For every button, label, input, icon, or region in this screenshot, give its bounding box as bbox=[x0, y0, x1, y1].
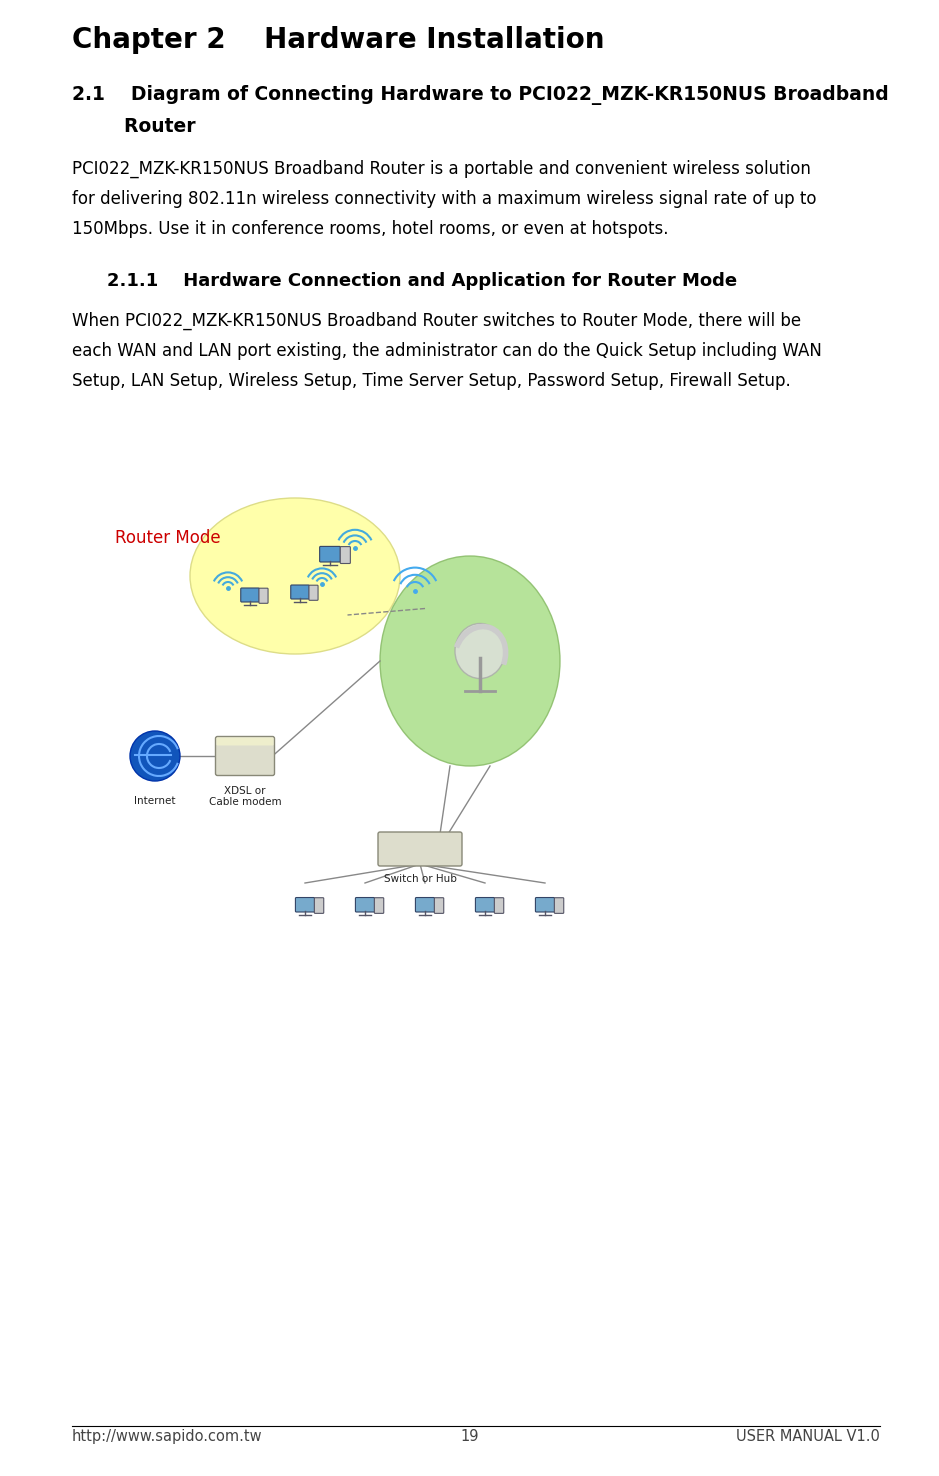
FancyBboxPatch shape bbox=[319, 546, 340, 562]
FancyBboxPatch shape bbox=[475, 897, 495, 912]
FancyBboxPatch shape bbox=[309, 584, 318, 601]
FancyBboxPatch shape bbox=[378, 832, 462, 866]
Text: 2.1.1    Hardware Connection and Application for Router Mode: 2.1.1 Hardware Connection and Applicatio… bbox=[107, 272, 737, 289]
Circle shape bbox=[130, 731, 180, 781]
Ellipse shape bbox=[455, 623, 505, 679]
FancyBboxPatch shape bbox=[535, 897, 555, 912]
Ellipse shape bbox=[190, 497, 400, 654]
Text: Router Mode: Router Mode bbox=[115, 528, 221, 548]
Text: Chapter 2    Hardware Installation: Chapter 2 Hardware Installation bbox=[72, 27, 605, 55]
FancyBboxPatch shape bbox=[494, 897, 503, 914]
Text: XDSL or
Cable modem: XDSL or Cable modem bbox=[208, 785, 282, 807]
FancyBboxPatch shape bbox=[315, 897, 324, 914]
FancyBboxPatch shape bbox=[435, 897, 444, 914]
Text: for delivering 802.11n wireless connectivity with a maximum wireless signal rate: for delivering 802.11n wireless connecti… bbox=[72, 190, 817, 208]
FancyBboxPatch shape bbox=[215, 737, 274, 775]
Text: Internet: Internet bbox=[134, 796, 176, 806]
FancyBboxPatch shape bbox=[375, 897, 384, 914]
FancyBboxPatch shape bbox=[291, 584, 309, 599]
Text: When PCI022_MZK-KR150NUS Broadband Router switches to Router Mode, there will be: When PCI022_MZK-KR150NUS Broadband Route… bbox=[72, 311, 801, 331]
Text: 19: 19 bbox=[460, 1429, 479, 1444]
Text: Switch or Hub: Switch or Hub bbox=[383, 874, 456, 884]
Text: Router: Router bbox=[72, 117, 195, 136]
Text: http://www.sapido.com.tw: http://www.sapido.com.tw bbox=[72, 1429, 263, 1444]
FancyBboxPatch shape bbox=[259, 589, 268, 604]
Text: each WAN and LAN port existing, the administrator can do the Quick Setup includi: each WAN and LAN port existing, the admi… bbox=[72, 342, 822, 360]
FancyBboxPatch shape bbox=[240, 587, 259, 602]
Text: Setup, LAN Setup, Wireless Setup, Time Server Setup, Password Setup, Firewall Se: Setup, LAN Setup, Wireless Setup, Time S… bbox=[72, 372, 791, 390]
Text: USER MANUAL V1.0: USER MANUAL V1.0 bbox=[736, 1429, 880, 1444]
FancyBboxPatch shape bbox=[415, 897, 435, 912]
FancyBboxPatch shape bbox=[554, 897, 563, 914]
FancyBboxPatch shape bbox=[217, 738, 273, 745]
Text: 150Mbps. Use it in conference rooms, hotel rooms, or even at hotspots.: 150Mbps. Use it in conference rooms, hot… bbox=[72, 220, 669, 238]
FancyBboxPatch shape bbox=[296, 897, 315, 912]
Text: 2.1    Diagram of Connecting Hardware to PCI022_MZK-KR150NUS Broadband: 2.1 Diagram of Connecting Hardware to PC… bbox=[72, 86, 888, 105]
FancyBboxPatch shape bbox=[356, 897, 375, 912]
Text: PCI022_MZK-KR150NUS Broadband Router is a portable and convenient wireless solut: PCI022_MZK-KR150NUS Broadband Router is … bbox=[72, 159, 811, 179]
FancyBboxPatch shape bbox=[340, 546, 350, 564]
Ellipse shape bbox=[380, 556, 560, 766]
